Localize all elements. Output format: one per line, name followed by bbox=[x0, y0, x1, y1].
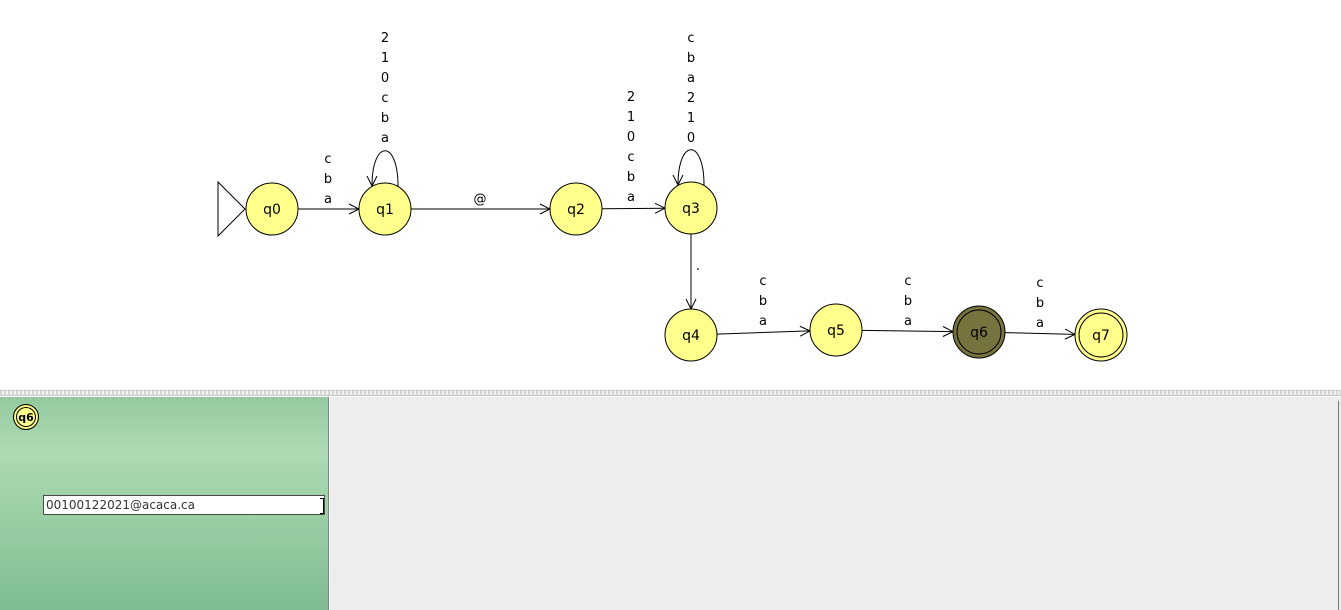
transition-symbol: 0 bbox=[627, 130, 635, 145]
state-label: q1 bbox=[376, 202, 394, 218]
state-circle bbox=[245, 182, 299, 236]
state-circle bbox=[809, 303, 863, 357]
state-q1[interactable]: q1 bbox=[358, 182, 412, 236]
transition-symbol: b bbox=[687, 51, 695, 66]
state-label: q5 bbox=[827, 323, 845, 339]
transition-symbol: a bbox=[381, 131, 389, 146]
transition-symbol: a bbox=[627, 190, 635, 205]
transition-symbol: a bbox=[687, 71, 695, 86]
state-circle bbox=[358, 182, 412, 236]
state-q4[interactable]: q4 bbox=[664, 308, 718, 362]
transition-symbol: b bbox=[904, 294, 912, 309]
state-circle bbox=[952, 305, 1006, 359]
automaton-canvas[interactable]: c b a 2 1 0 c b a @2 1 0 c b a c b a 2 1 0. c b a c b a c b a q0 q1 q2 q… bbox=[0, 0, 1341, 390]
current-state-badge[interactable]: q6 bbox=[13, 404, 39, 430]
transition-symbol: c bbox=[381, 91, 388, 106]
transition-symbol: b bbox=[1036, 296, 1044, 311]
transition-symbol: c bbox=[904, 274, 911, 289]
transition-symbol: c bbox=[759, 274, 766, 289]
state-circle bbox=[664, 181, 718, 235]
transition-symbol: 0 bbox=[687, 131, 695, 146]
transition-symbol: b bbox=[381, 111, 389, 126]
transition-symbol: b bbox=[627, 170, 635, 185]
transition-symbol: 2 bbox=[627, 90, 635, 105]
state-label: q6 bbox=[970, 325, 988, 341]
transition-symbol: 1 bbox=[381, 51, 389, 66]
state-circle bbox=[1074, 308, 1128, 362]
transition-label-q1-q2[interactable]: @ bbox=[474, 192, 487, 207]
transition-label-q3-q4[interactable]: . bbox=[696, 259, 700, 274]
transition-symbol: b bbox=[759, 294, 767, 309]
transition-symbol: a bbox=[1036, 316, 1044, 331]
final-state-ring bbox=[956, 309, 1002, 355]
transition-q1-q1[interactable] bbox=[372, 150, 399, 186]
state-q6[interactable]: q6 bbox=[952, 305, 1006, 359]
transition-symbol: 2 bbox=[381, 31, 389, 46]
state-label: q2 bbox=[567, 202, 585, 218]
transition-q6-q7[interactable] bbox=[1004, 333, 1075, 335]
transition-q3-q3[interactable] bbox=[678, 149, 705, 185]
transition-symbol: c bbox=[1036, 276, 1043, 291]
state-q2[interactable]: q2 bbox=[549, 182, 603, 236]
transition-q5-q6[interactable] bbox=[861, 330, 953, 331]
automaton-diagram[interactable]: c b a2 1 0 c b a@2 1 0 c b ac b a 2 1 0.c b ac b ac b a q0 q1 q2 q… bbox=[0, 0, 1341, 390]
transition-symbol: b bbox=[324, 172, 332, 187]
state-q7[interactable]: q7 bbox=[1074, 308, 1128, 362]
transition-symbol: 2 bbox=[687, 91, 695, 106]
transition-q2-q3[interactable] bbox=[601, 208, 665, 209]
output-panel bbox=[330, 397, 1341, 610]
transition-q4-q5[interactable] bbox=[716, 331, 810, 334]
input-tape: 00100122021@acaca.ca bbox=[43, 495, 325, 515]
transition-symbol: 1 bbox=[687, 111, 695, 126]
state-q0[interactable]: q0 bbox=[245, 182, 299, 236]
transition-symbol: @ bbox=[474, 192, 487, 207]
transition-symbol: a bbox=[324, 192, 332, 207]
transition-symbol: c bbox=[627, 150, 634, 165]
transition-symbol: 0 bbox=[381, 71, 389, 86]
state-label: q7 bbox=[1092, 328, 1110, 344]
transition-symbol: a bbox=[759, 314, 767, 329]
state-label: q3 bbox=[682, 201, 700, 217]
transition-symbol: a bbox=[904, 314, 912, 329]
split-pane-divider[interactable] bbox=[0, 390, 1341, 396]
transition-symbol: c bbox=[324, 152, 331, 167]
simulation-panel: q6 00100122021@acaca.ca bbox=[0, 397, 329, 610]
transition-symbol: c bbox=[687, 31, 694, 46]
scrollbar-edge[interactable] bbox=[1338, 401, 1339, 610]
state-label: q0 bbox=[263, 202, 281, 218]
initial-state-arrow-icon bbox=[217, 180, 246, 238]
state-circle bbox=[664, 308, 718, 362]
state-q3[interactable]: q3 bbox=[664, 181, 718, 235]
state-label: q4 bbox=[682, 328, 700, 344]
state-q5[interactable]: q5 bbox=[809, 303, 863, 357]
transition-symbol: 1 bbox=[627, 110, 635, 125]
transition-symbol: . bbox=[696, 259, 700, 274]
final-state-ring bbox=[1078, 312, 1124, 358]
state-circle bbox=[549, 182, 603, 236]
